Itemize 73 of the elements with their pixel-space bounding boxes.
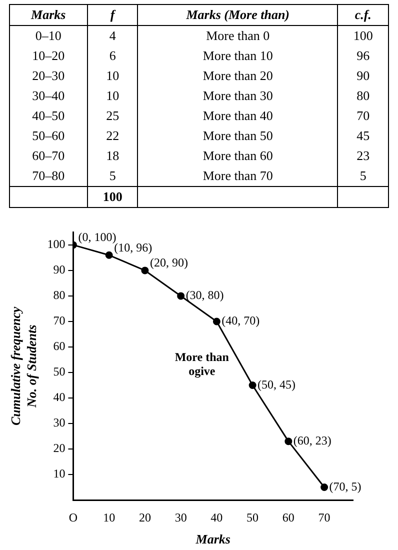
data-label: (40, 70) [222, 314, 260, 328]
x-tick-label: 10 [103, 510, 116, 524]
text: 4 [87, 26, 138, 46]
category-label: Marks (More than) [138, 4, 338, 26]
point [105, 251, 113, 259]
x-tick-label: 40 [210, 510, 223, 524]
point [320, 484, 328, 491]
category-label: Marks [10, 4, 88, 26]
x-tick-label: 30 [174, 510, 187, 524]
x-tick-label: 60 [282, 510, 294, 524]
text: 10 [87, 86, 138, 106]
category-label: f [87, 4, 138, 26]
data-label: (0, 100) [78, 230, 116, 244]
text: 5 [87, 166, 138, 186]
text: 0–10 [10, 26, 88, 46]
x-tick-label: 50 [246, 510, 259, 524]
point [177, 292, 185, 300]
text: 50–60 [10, 126, 88, 146]
y-tick-label: 90 [53, 262, 66, 277]
text: 70 [338, 106, 388, 126]
y-tick-label: 80 [53, 288, 66, 302]
text: 23 [338, 146, 388, 166]
y-tick-label: 60 [53, 339, 66, 354]
data-label: (70, 5) [329, 479, 362, 494]
text: 5 [338, 166, 388, 186]
y-tick-label: 20 [53, 441, 66, 456]
text: 45 [338, 126, 388, 146]
text: 70–80 [10, 166, 88, 186]
y-tick-label: 70 [53, 314, 66, 328]
y-axis-title: Cumulative frequency No. of Students [8, 306, 39, 426]
text: 96 [338, 46, 388, 66]
text: More than 20 [138, 66, 338, 86]
text: 100 [102, 189, 122, 204]
x-tick-label: 70 [318, 510, 330, 524]
text: More than 40 [138, 106, 338, 126]
x-tick-label: 20 [138, 510, 151, 524]
text: 100 [338, 26, 388, 46]
text: More than 0 [138, 26, 338, 46]
y-tick-label: 100 [47, 237, 66, 252]
data-label: (10, 96) [114, 240, 152, 254]
text: 22 [87, 126, 138, 146]
text: 25 [87, 106, 138, 126]
text: 10–20 [10, 46, 88, 66]
text: 10 [87, 66, 138, 86]
text: 18 [87, 146, 138, 166]
y-tick-label: 50 [53, 364, 66, 379]
data-label: (60, 23) [293, 433, 332, 448]
text: 80 [338, 86, 388, 106]
text: More than 70 [138, 166, 338, 186]
point [141, 266, 149, 274]
text: 60–70 [10, 146, 88, 166]
category-label: c.f. [338, 4, 388, 26]
data-label: (50, 45) [258, 377, 296, 392]
text: More than 30 [138, 86, 338, 106]
text: 90 [338, 66, 388, 86]
point [248, 381, 256, 389]
y-tick-label: 30 [53, 416, 66, 430]
text: More than 60 [138, 146, 338, 166]
text: 40–50 [10, 106, 88, 126]
annotation: More than ogive [174, 350, 230, 378]
data-label: (30, 80) [186, 288, 224, 302]
point [284, 438, 292, 446]
point [212, 318, 220, 326]
y-tick-label: 40 [53, 390, 66, 404]
text: More than 50 [138, 126, 338, 146]
x-axis-title: Marks [194, 532, 230, 547]
text: 6 [87, 46, 138, 66]
x-tick-label: O [68, 510, 78, 524]
data-label: (20, 90) [150, 256, 188, 270]
text: More than 10 [138, 46, 338, 66]
text: 30–40 [10, 86, 88, 106]
text: 20–30 [10, 66, 88, 86]
y-tick-label: 10 [53, 466, 66, 481]
